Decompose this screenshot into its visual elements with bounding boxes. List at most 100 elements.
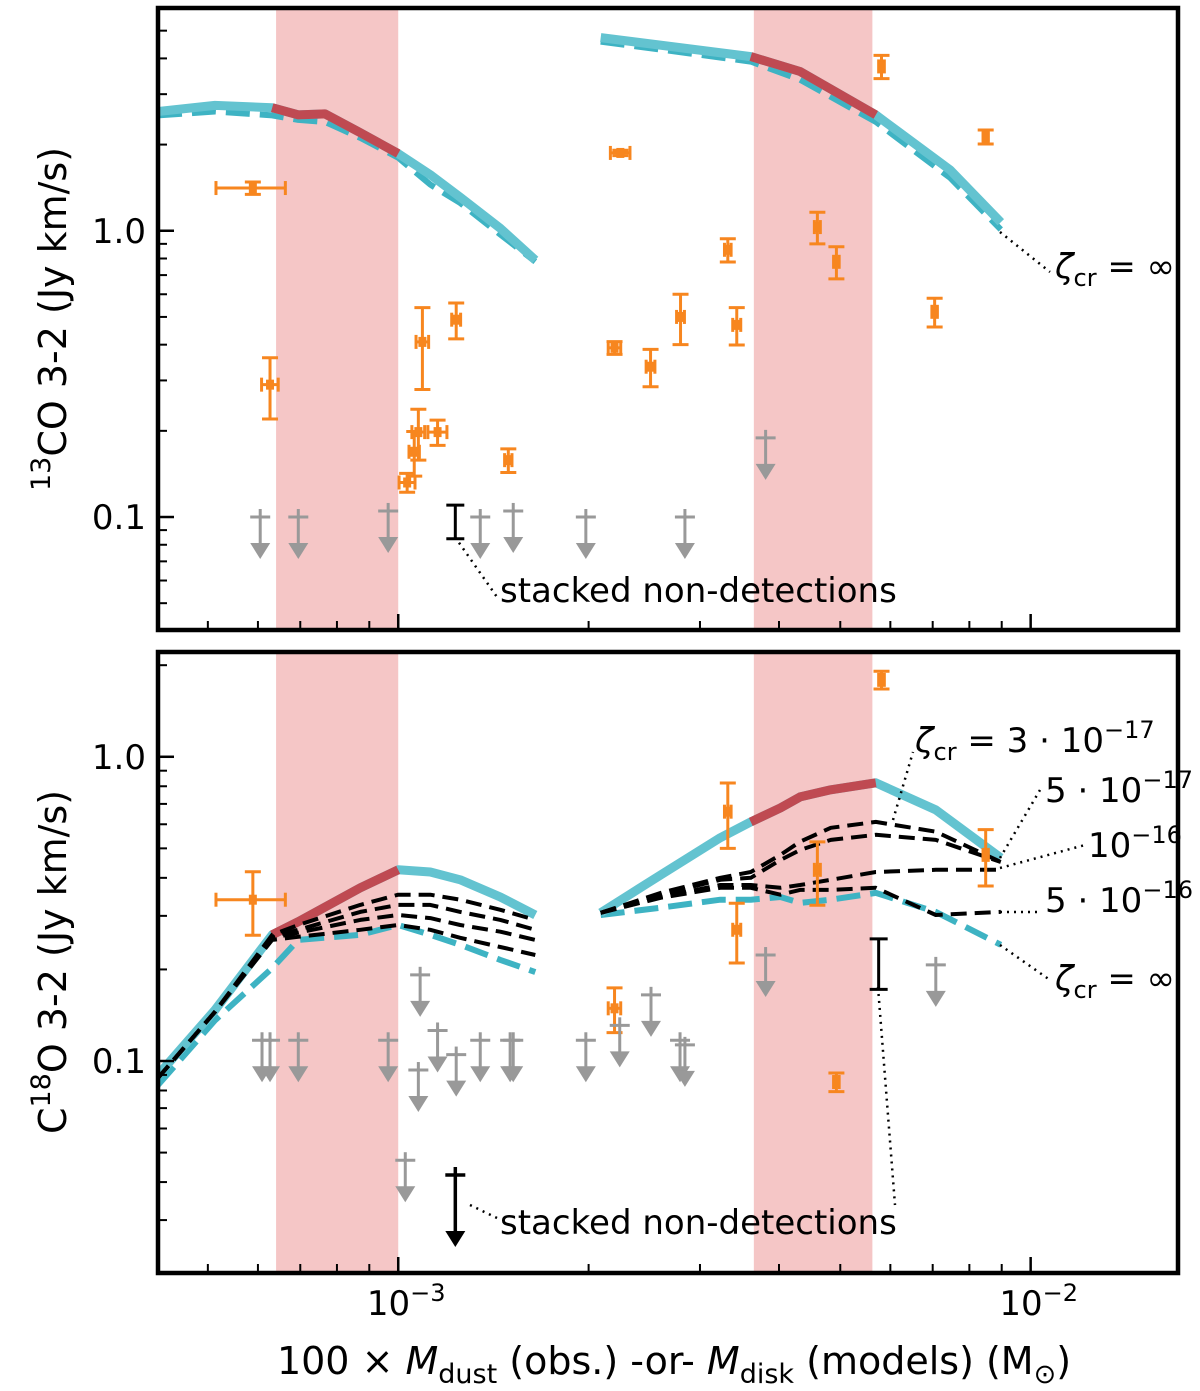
plot-area	[158, 8, 1005, 630]
detection-marker	[732, 319, 741, 330]
detection-marker	[266, 379, 275, 390]
x-tick-exponent: −3	[410, 1279, 445, 1307]
x-tick-label: 10−2	[999, 1279, 1078, 1324]
upper-limit-head	[288, 1066, 309, 1083]
upper-limit-head	[609, 1051, 630, 1068]
annotation: stacked non-detections	[500, 571, 897, 611]
upper-limit-head	[640, 1020, 661, 1037]
axes-frame	[155, 649, 1181, 1276]
x-tick-label: 10−3	[367, 1279, 446, 1324]
upper-limit-head	[250, 543, 271, 560]
detection-marker	[930, 306, 939, 317]
upper-limit-head	[470, 543, 491, 560]
upper-limit-head	[288, 543, 309, 560]
upper-limit-head	[503, 536, 524, 553]
annotation: ζcr = 3 · 10−17	[914, 716, 1155, 766]
leader	[999, 231, 1051, 273]
detection-marker	[452, 314, 461, 325]
plot-area	[158, 652, 1004, 1273]
model-line	[158, 922, 537, 1087]
x-axis-label: 100 × Mdust (obs.) -or- Mdisk (models) (…	[277, 1339, 1071, 1390]
highlight-span	[276, 8, 399, 630]
model-line	[158, 923, 536, 1080]
annotation: 5 · 10−16	[1045, 876, 1193, 921]
annotation: ζcr = ∞	[1054, 959, 1175, 1004]
upper-limit-head	[755, 981, 776, 998]
detection-marker	[610, 342, 619, 353]
detection-marker	[676, 311, 685, 322]
highlight-span	[753, 8, 873, 630]
detection-marker	[877, 61, 886, 72]
upper-limit-head	[395, 1186, 416, 1203]
detection-marker	[813, 864, 822, 875]
detection-marker	[732, 924, 741, 935]
model-line	[600, 819, 1002, 915]
upper-limit-head	[470, 1066, 491, 1083]
detection-marker	[981, 849, 990, 860]
model-line	[600, 867, 1001, 915]
model-line	[600, 832, 1002, 915]
y-tick-label: 1.0	[92, 738, 146, 778]
leader	[999, 943, 1051, 982]
upper-limit-head	[446, 1080, 467, 1097]
y-axis-label: C18O 3-2 (Jy km/s)	[26, 790, 75, 1134]
detection-marker	[832, 256, 841, 267]
axes: 1.00.11.00.110−3 10−2	[92, 5, 1181, 1324]
model-line	[158, 108, 538, 264]
model-line	[271, 103, 401, 158]
y-tick-label: 1.0	[92, 212, 146, 252]
detection-marker	[433, 427, 442, 438]
annotation: 10−16	[1088, 821, 1182, 866]
annotation: ζcr = ∞	[1054, 247, 1175, 292]
leader	[891, 751, 915, 821]
stacked-limit-head	[445, 1231, 466, 1248]
x-tick-base: 10	[367, 1284, 410, 1324]
detection-marker	[723, 806, 732, 817]
detection-marker	[877, 674, 886, 685]
upper-limit-head	[410, 1000, 431, 1017]
detection-marker	[832, 1077, 841, 1088]
detection-marker	[610, 1003, 619, 1014]
upper-limit-head	[260, 1066, 281, 1083]
detection-marker	[418, 336, 427, 347]
x-tick-exponent: −2	[1043, 1279, 1078, 1307]
model-line	[600, 885, 1001, 917]
y-tick-label: 0.1	[92, 1042, 146, 1082]
leader	[998, 789, 1042, 859]
upper-limit-head	[755, 463, 776, 480]
upper-limit-head	[427, 1056, 448, 1073]
leader	[999, 843, 1086, 870]
model-line	[748, 778, 877, 826]
upper-limit-head	[378, 1066, 399, 1083]
detection-marker	[646, 361, 655, 372]
detection-marker	[981, 131, 990, 142]
detection-marker	[410, 446, 419, 457]
upper-limit-head	[378, 536, 399, 553]
detection-marker	[248, 183, 257, 194]
model-line	[600, 38, 1003, 232]
upper-limit-head	[408, 1096, 429, 1113]
upper-limit-head	[503, 1066, 524, 1083]
axes-frame	[155, 5, 1181, 633]
leader	[469, 1203, 498, 1220]
detection-marker	[403, 477, 412, 488]
detection-marker	[504, 455, 513, 466]
annotation: stacked non-detections	[500, 1203, 897, 1243]
detection-marker	[813, 222, 822, 233]
highlight-span	[276, 652, 399, 1273]
upper-limit-head	[674, 1070, 695, 1087]
upper-limit-head	[575, 1066, 596, 1083]
y-axis-label: 13CO 3-2 (Jy km/s)	[26, 147, 75, 491]
x-tick-base: 10	[999, 1284, 1042, 1324]
model-line	[749, 52, 879, 119]
upper-limit-head	[674, 543, 695, 560]
leader	[453, 536, 499, 598]
detection-marker	[616, 147, 625, 158]
upper-limit-head	[575, 543, 596, 560]
y-tick-label: 0.1	[92, 498, 146, 538]
annotation: 5 · 10−17	[1045, 766, 1193, 811]
leader	[876, 986, 897, 1206]
detection-marker	[723, 244, 732, 255]
upper-limit-head	[925, 990, 946, 1007]
